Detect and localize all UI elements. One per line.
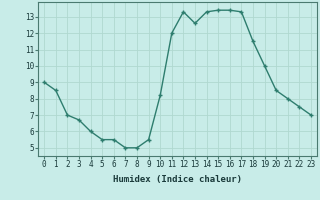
X-axis label: Humidex (Indice chaleur): Humidex (Indice chaleur) [113, 175, 242, 184]
